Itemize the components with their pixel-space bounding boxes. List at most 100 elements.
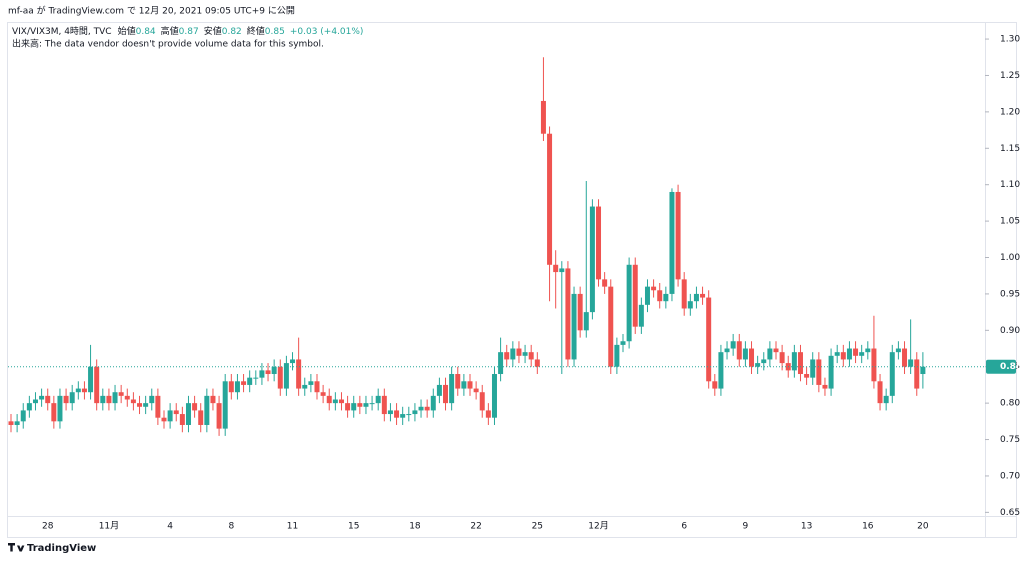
candle-body bbox=[895, 348, 901, 353]
x-tick-label: 11月 bbox=[99, 521, 119, 532]
candle-body bbox=[39, 395, 45, 400]
y-tick-label: 0.65 bbox=[1000, 508, 1020, 518]
candle-body bbox=[840, 352, 846, 360]
candle-body bbox=[804, 374, 810, 378]
candle-body bbox=[663, 293, 669, 302]
candle-body bbox=[32, 399, 38, 404]
candle-body bbox=[755, 363, 761, 367]
candle-body bbox=[430, 395, 436, 411]
candle-body bbox=[822, 384, 828, 389]
candle-body bbox=[204, 395, 210, 425]
candle-body bbox=[277, 366, 283, 389]
candle-body bbox=[75, 388, 81, 393]
brand-logo: TradingView bbox=[8, 543, 96, 554]
candle-body bbox=[602, 279, 608, 287]
candle-body bbox=[920, 366, 926, 375]
candle-body bbox=[130, 399, 136, 404]
x-tick-label: 11 bbox=[287, 522, 298, 532]
candle-body bbox=[632, 264, 638, 327]
candle-body bbox=[26, 403, 32, 411]
candle-body bbox=[302, 384, 308, 389]
candle-body bbox=[412, 410, 418, 415]
candle-body bbox=[693, 293, 699, 302]
x-tick-label: 25 bbox=[532, 522, 543, 532]
candle-body bbox=[473, 388, 479, 393]
candle-body bbox=[308, 381, 314, 385]
last-price-label: 0.85 bbox=[1000, 362, 1022, 372]
y-tick-label: 1.05 bbox=[1000, 217, 1020, 227]
open-label: 始値 bbox=[118, 25, 136, 37]
candle-body bbox=[357, 403, 363, 407]
candle-body bbox=[491, 374, 497, 418]
candle-body bbox=[20, 410, 26, 422]
candle-body bbox=[14, 421, 20, 425]
x-tick-label: 9 bbox=[743, 522, 749, 532]
candle-body bbox=[418, 406, 424, 411]
brand: TradingView bbox=[27, 543, 96, 554]
candle-body bbox=[547, 133, 553, 265]
x-tick-label: 15 bbox=[348, 522, 359, 532]
candle-body bbox=[614, 344, 620, 367]
candle-body bbox=[69, 392, 75, 404]
last-price-tag bbox=[986, 359, 1016, 374]
change: +0.03 (+4.01%) bbox=[290, 27, 364, 37]
close-value: 0.85 bbox=[265, 27, 285, 37]
y-tick-label: 0.75 bbox=[1000, 435, 1020, 445]
y-tick-label: 1.10 bbox=[1000, 180, 1020, 190]
x-tick-label: 18 bbox=[409, 522, 421, 532]
candle-body bbox=[406, 414, 412, 416]
candle-body bbox=[228, 381, 234, 393]
candle-body bbox=[314, 381, 320, 393]
candle-body bbox=[761, 359, 767, 364]
candle-body bbox=[522, 352, 528, 356]
candle-body bbox=[834, 352, 840, 356]
x-tick-label: 20 bbox=[917, 522, 929, 532]
candle-body bbox=[112, 392, 118, 404]
candle-body bbox=[675, 191, 681, 280]
candle-body bbox=[94, 366, 100, 404]
candle-body bbox=[883, 395, 889, 404]
candle-body bbox=[234, 381, 240, 393]
candle-body bbox=[810, 359, 816, 378]
candle-body bbox=[149, 395, 155, 404]
candle-body bbox=[767, 348, 773, 360]
symbol: VIX/VIX3M, 4時間, TVC bbox=[12, 26, 112, 37]
published-note: mf-aa が TradingView.com で 12月 20, 2021 0… bbox=[8, 5, 295, 17]
candle-body bbox=[161, 417, 167, 422]
candle-body bbox=[608, 286, 614, 367]
logo-mark bbox=[8, 543, 25, 552]
candle-body bbox=[730, 341, 736, 349]
candle-body bbox=[467, 381, 473, 389]
candle-body bbox=[81, 388, 87, 393]
candle-body bbox=[265, 370, 271, 375]
candle-body bbox=[106, 395, 112, 404]
candle-body bbox=[363, 403, 369, 407]
candle-body bbox=[510, 348, 516, 360]
candle-body bbox=[742, 348, 748, 360]
high-value: 0.87 bbox=[179, 27, 199, 37]
candle-body bbox=[88, 366, 94, 393]
candle-body bbox=[118, 392, 124, 396]
candle-body bbox=[779, 352, 785, 364]
candle-body bbox=[902, 348, 908, 367]
candle-body bbox=[516, 348, 522, 356]
y-tick-label: 1.20 bbox=[1000, 107, 1020, 117]
candle-body bbox=[797, 352, 803, 375]
candle-body bbox=[45, 395, 51, 404]
volume-note: 出来高: The data vendor doesn't provide vol… bbox=[12, 38, 324, 50]
candle-body bbox=[583, 312, 589, 331]
candle-body bbox=[436, 384, 442, 396]
candle-body bbox=[889, 352, 895, 396]
candle-body bbox=[669, 191, 675, 294]
candle-body bbox=[155, 395, 161, 418]
x-tick-label: 16 bbox=[862, 522, 874, 532]
candle-body bbox=[749, 348, 755, 367]
y-tick-label: 0.70 bbox=[1000, 471, 1020, 481]
candle-body bbox=[553, 264, 559, 273]
y-tick-label: 1.00 bbox=[1000, 253, 1020, 263]
candle-body bbox=[461, 381, 467, 389]
candle-body bbox=[338, 399, 344, 404]
candle-body bbox=[332, 399, 338, 404]
candle-body bbox=[137, 403, 143, 407]
